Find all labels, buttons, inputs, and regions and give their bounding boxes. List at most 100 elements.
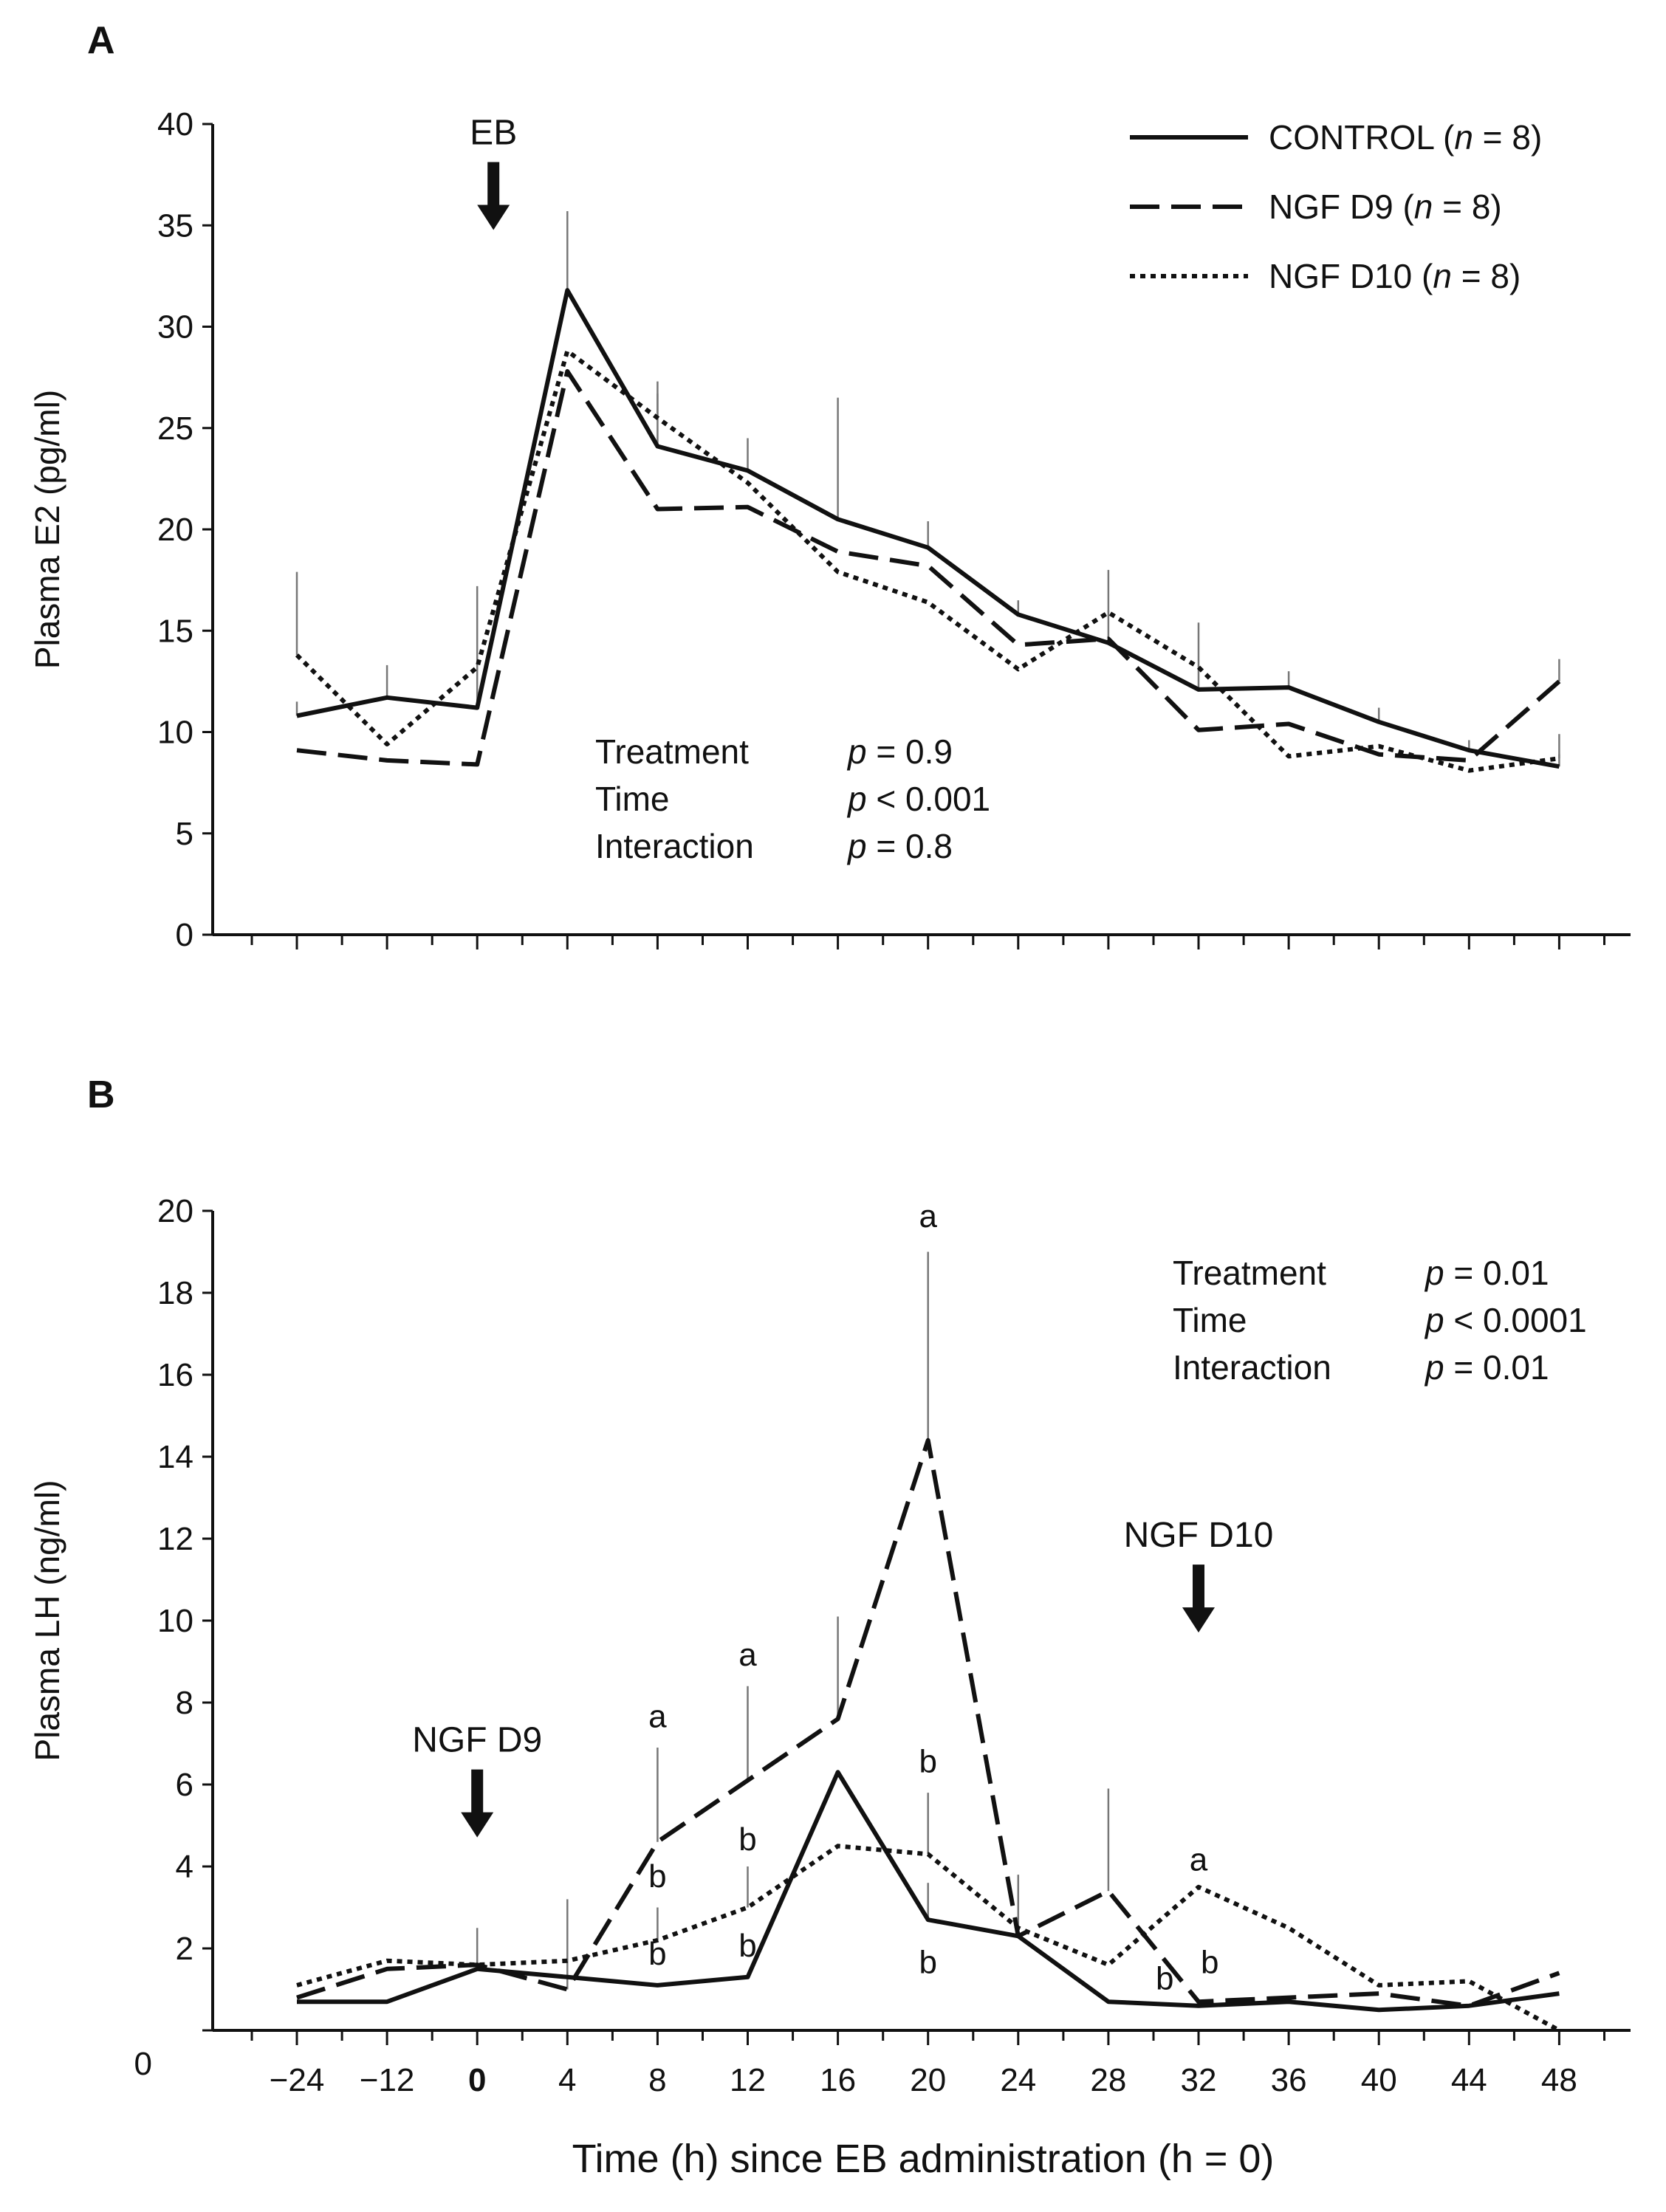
annotation-label: NGF D9 [412, 1721, 542, 1760]
legend-entry: NGF D10 (n = 8) [1269, 257, 1521, 295]
legend-text-part: ) [1531, 118, 1542, 157]
stat-value: p = 0.8 [846, 827, 953, 865]
legend-text-part: ( [1394, 188, 1415, 226]
significance-letter: b [738, 1821, 756, 1858]
legend-text-part: CONTROL [1269, 118, 1434, 157]
y-axis-title: Plasma E2 (pg/ml) [28, 390, 66, 669]
series-line-ngf-d10 [296, 1844, 1560, 2033]
arrow-icon [1182, 1564, 1215, 1633]
y-tick-label: 20 [157, 512, 193, 548]
legend-text-part: ( [1412, 257, 1433, 295]
x-tick-label: −12 [360, 2062, 415, 2098]
x-tick-label: −24 [270, 2062, 325, 2098]
annotation-label: NGF D10 [1124, 1516, 1274, 1555]
significance-letter: a [919, 1198, 937, 1234]
significance-letter: b [648, 1936, 666, 1972]
stat-label: Interaction [1173, 1348, 1331, 1387]
y-tick-label: 4 [176, 1849, 193, 1885]
x-tick-label: 40 [1361, 2062, 1397, 2098]
legend-text-part: n [1414, 188, 1433, 226]
y-axis-title: Plasma LH (ng/ml) [28, 1480, 66, 1762]
x-tick-label: 48 [1541, 2062, 1577, 2098]
y-tick-label: 40 [157, 106, 193, 142]
stat-p-value: = 0.01 [1444, 1254, 1549, 1292]
legend-text-part: 8 [1512, 118, 1531, 157]
x-tick-label: 12 [730, 2062, 766, 2098]
stat-value: p = 0.01 [1424, 1254, 1549, 1292]
legend-text-part: NGF D9 [1269, 188, 1394, 226]
y-tick-label: 5 [176, 816, 193, 852]
x-tick-label: 24 [1000, 2062, 1036, 2098]
significance-letter: b [919, 1743, 936, 1779]
significance-letter: b [1156, 1961, 1173, 1997]
stat-value: p = 0.01 [1424, 1348, 1549, 1387]
y-tick-label: 2 [176, 1931, 193, 1967]
stat-p-value: < 0.001 [867, 780, 991, 818]
y-tick-label: 10 [157, 1603, 193, 1639]
y-tick-label: 25 [157, 411, 193, 447]
legend-text-part: = [1433, 188, 1471, 226]
stat-p-value: < 0.0001 [1444, 1301, 1587, 1339]
y-tick-label: 16 [157, 1357, 193, 1393]
significance-letter: a [648, 1698, 667, 1734]
stat-label: Interaction [595, 827, 754, 865]
x-tick-label: 32 [1181, 2062, 1217, 2098]
series-line-ngf-d9 [296, 1438, 1560, 2008]
y-tick-label: 20 [157, 1193, 193, 1229]
legend-text-part: 8 [1472, 188, 1491, 226]
panel-a-chart: 0 5 10 15 20 25 30 35 40 Plasma E2 (pg/ml) Treatme… [28, 106, 1631, 953]
x-tick-label: 16 [820, 2062, 856, 2098]
panel-letter-a: A [87, 19, 115, 62]
y-tick-label: 15 [157, 613, 193, 649]
legend-text-part: 8 [1490, 257, 1509, 295]
y-tick-label: 14 [157, 1439, 193, 1475]
y-tick-label: 10 [157, 715, 193, 751]
legend-text-part: NGF D10 [1269, 257, 1412, 295]
stat-label: Time [595, 780, 670, 818]
significance-letter: b [919, 1944, 936, 1980]
stat-label: Treatment [1173, 1254, 1326, 1292]
series-line-ngf-d10 [295, 348, 1560, 773]
legend-text-part: ( [1433, 118, 1455, 157]
y-tick-label: 35 [157, 207, 193, 244]
x-tick-label: 8 [648, 2062, 666, 2098]
arrow-icon [477, 162, 510, 230]
y-tick-label: 0 [176, 917, 193, 953]
legend-text-part: ) [1509, 257, 1521, 295]
y-tick-label: 12 [157, 1521, 193, 1557]
series-line-control [296, 288, 1560, 769]
stat-p-symbol: p [846, 780, 867, 818]
annotation-label: EB [470, 113, 517, 152]
series-line-ngf-d9 [296, 368, 1561, 767]
arrow-icon [461, 1769, 494, 1838]
stat-label: Treatment [595, 732, 749, 771]
panel-letter-b: B [87, 1074, 115, 1116]
stat-p-symbol: p [846, 827, 867, 865]
y-tick-label: 30 [157, 309, 193, 346]
stat-p-symbol: p [1424, 1301, 1444, 1339]
legend-text-part: ) [1490, 188, 1501, 226]
legend: CONTROL (n = 8)NGF D9 (n = 8)NGF D10 (n … [1130, 118, 1542, 295]
x-tick-label: 28 [1090, 2062, 1126, 2098]
legend-text-part: n [1433, 257, 1452, 295]
stat-value: p < 0.001 [846, 780, 990, 818]
stat-p-symbol: p [1424, 1254, 1444, 1292]
y-tick-label: 18 [157, 1275, 193, 1311]
x-tick-label: 0 [468, 2062, 486, 2098]
stat-p-value: = 0.8 [867, 827, 953, 865]
stat-p-value: = 0.9 [867, 732, 953, 771]
significance-letter: a [1190, 1842, 1208, 1878]
legend-text-part: = [1452, 257, 1490, 295]
stat-p-symbol: p [846, 732, 867, 771]
y-tick-label: 0 [134, 2046, 152, 2082]
stat-value: p = 0.9 [846, 732, 953, 771]
stat-p-value: = 0.01 [1444, 1348, 1549, 1387]
significance-letter: b [648, 1858, 666, 1895]
x-tick-label: 4 [558, 2062, 576, 2098]
stat-label: Time [1173, 1301, 1247, 1339]
legend-text-part: = [1473, 118, 1512, 157]
x-tick-label: 36 [1271, 2062, 1307, 2098]
legend-text-part: n [1454, 118, 1473, 157]
